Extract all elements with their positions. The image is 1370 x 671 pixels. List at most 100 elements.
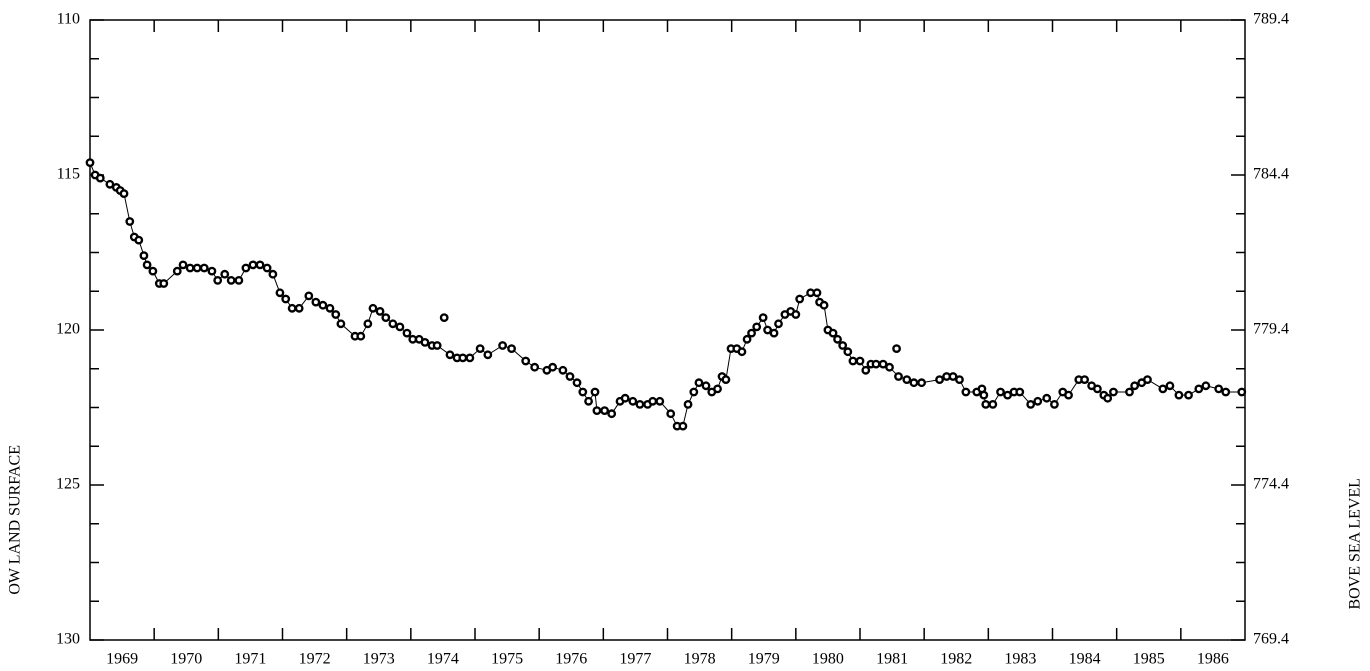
y-tick-label: 120 [56,321,80,338]
measurement-point [248,260,258,270]
measurement-point [331,310,341,319]
x-tick-label: 1974 [427,651,459,668]
y-tick-label: 115 [57,166,80,183]
measurement-point [758,313,768,322]
measurement-point [262,263,272,273]
measurement-point [855,356,865,366]
measurement-point [894,372,903,381]
measurement-point [917,378,926,388]
measurement-point [607,409,617,419]
measurement-point [620,393,630,403]
measurement-point [861,365,871,375]
measurement-point [763,325,772,335]
measurement-point [199,263,209,273]
measurement-point [871,359,881,369]
y-tick-label: 125 [56,476,80,493]
measurement-point [1174,390,1184,400]
measurement-point [791,310,801,319]
measurement-point [432,341,442,350]
measurement-point [388,319,398,329]
measurement-point [689,387,699,397]
measurement-point [635,399,645,409]
plot-frame [89,19,1246,641]
measurement-point [572,378,582,388]
measurement-point [311,297,321,307]
measurement-point [848,356,858,366]
y2-tick-label: 779.4 [1253,321,1289,338]
x-tick-label: 1983 [1004,651,1036,668]
x-tick-label: 1976 [555,651,587,668]
measurement-point [275,288,285,298]
measurement-point [148,266,158,276]
measurement-point [742,334,752,344]
y-tick-label: 110 [57,11,80,28]
measurement-point [1143,375,1152,384]
measurement-point [892,344,901,353]
measurement-point [902,375,912,384]
measurement-point [833,334,842,344]
measurement-point [1064,390,1073,400]
x-tick-label: 1980 [812,651,844,668]
measurement-point [498,341,507,350]
x-tick-label: 1978 [684,651,716,668]
measurement-point [1221,387,1231,397]
measurement-point [628,396,638,406]
x-tick-label: 1969 [106,651,138,668]
measurement-point [402,328,412,338]
measurement-point [105,179,115,189]
y-axis-label: OW LAND SURFACE [7,445,24,595]
x-tick-label: 1986 [1197,651,1229,668]
measurement-point [325,303,335,313]
measurement-point [1042,393,1052,403]
measurement-point [548,362,558,372]
measurement-point [737,347,747,357]
y2-tick-label: 774.4 [1253,476,1289,493]
measurement-point [1214,384,1224,394]
x-tick-label: 1984 [1069,651,1101,668]
measurement-point [1050,399,1059,409]
measurement-point [812,288,822,298]
measurement-point [935,375,944,384]
measurement-point [655,396,665,406]
water-level-line [89,162,1242,427]
measurement-point [1158,384,1168,394]
x-tick-label: 1981 [876,651,908,668]
measurement-point [395,322,405,332]
measurement-point [375,306,385,316]
measurement-point [336,319,346,329]
measurement-point [220,269,230,279]
measurement-point [819,300,829,310]
measurement-point [996,387,1005,397]
measurement-point [1125,387,1134,397]
measurement-point [234,275,244,285]
measurement-point [565,372,575,381]
measurement-point [465,353,475,363]
measurement-point [955,375,964,384]
measurement-point [769,328,779,338]
measurement-point [185,263,195,273]
measurement-point [1165,381,1175,391]
measurement-point [281,294,291,304]
measurement-point [600,406,610,415]
measurement-point [678,421,688,431]
measurement-point [241,263,251,273]
measurement-point [139,251,149,261]
x-tick-label: 1973 [363,651,395,668]
measurement-point [578,387,588,397]
measurement-point [458,353,468,363]
measurement-point [1033,396,1043,406]
measurement-point [752,322,762,332]
measurement-point [1237,387,1247,397]
measurement-point [878,359,888,369]
measurement-point [1103,393,1113,403]
measurement-point [721,375,731,384]
measurement-point [368,303,378,313]
measurement-point [1130,381,1140,391]
measurement-point [226,275,236,285]
x-tick-label: 1979 [748,651,780,668]
measurement-point [483,350,493,360]
measurement-point [85,158,95,168]
measurement-point [381,313,391,322]
y2-tick-label: 789.4 [1253,11,1289,28]
measurement-point [521,356,531,366]
